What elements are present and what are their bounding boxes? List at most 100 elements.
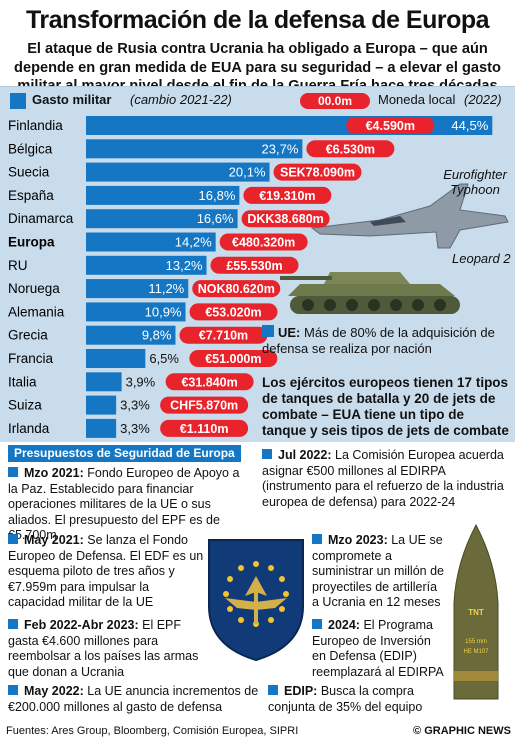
legend-label: Gasto militar [32,92,112,107]
bar-value-label: 23,7% [262,141,299,156]
local-currency-label: €6.530m [326,142,375,156]
note-date: Jul 2022: [278,448,332,462]
bar-value-label: 11,2% [148,281,184,296]
local-currency-pill [243,186,332,204]
notes-title: Presupuestos de Seguridad de Europa [8,445,241,462]
note-body: La UE anuncia incrementos de €200.000 mi… [8,684,259,714]
footer-brand: © GRAPHIC NEWS [413,725,511,737]
artillery-shell-icon: TNT 155 mm HE M107 [453,523,499,700]
local-currency-pill [192,280,281,298]
bar-value-label: 6,5% [149,351,179,366]
emblem-star [223,591,229,597]
fighter-jet-icon [310,183,509,249]
emblem-star [238,565,244,572]
bar-value-label: 44,5% [451,118,488,133]
shell-model-label: HE M107 [463,649,489,655]
bar-value-label: 14,2% [175,235,212,250]
category-label: Finlandia [8,118,63,133]
category-label: Bélgica [8,141,53,156]
bar [86,232,216,252]
note-body: La UE se compromete a suministrar un mil… [312,533,444,609]
local-currency-pill [241,210,330,228]
legend-note: (cambio 2021-22) [130,92,232,107]
note-date: EDIP: [284,684,318,698]
shell-caliber-label: 155 mm [465,639,487,645]
note-2024: 2024: El Programa Europeo de Inversión e… [312,618,447,680]
bar [86,279,189,299]
legend-pill: 00.0m [300,93,370,109]
local-currency-label: CHF5.870m [170,399,238,413]
emblem-star [227,576,234,582]
note-may-2021: May 2021: Se lanza el Fondo Europeo de D… [8,533,208,611]
local-currency-pill [179,326,268,344]
bar [86,418,117,438]
eu-note-text: Más de 80% de la adquisición de defensa … [262,325,495,356]
category-label: Irlanda [8,421,50,436]
local-currency-pill [160,396,249,414]
footer-source: Fuentes: Ares Group, Bloomberg, Comisión… [6,725,299,737]
legend: Gasto militar (cambio 2021-22) 00.0m Mon… [10,90,510,110]
bar-value-label: 9,8% [142,328,172,343]
note-bullet [312,534,322,544]
note-bullet [262,449,272,459]
bar [86,139,303,159]
note-mzo-2021: Mzo 2021: Fondo Europeo de Apoyo a la Pa… [8,466,248,544]
category-label: Grecia [8,328,48,343]
note-bullet [8,467,18,477]
eu-note-prefix: UE: [278,325,301,340]
eu-note-bullet [262,325,274,337]
fighter-label: Eurofighter Typhoon [443,167,507,197]
local-currency-label: €7.710m [199,329,248,343]
note-date: Mzo 2021: [24,466,84,480]
note-date: 2024: [328,618,360,632]
local-currency-label: €480.320m [232,236,295,250]
note-date: Mzo 2023: [328,533,388,547]
note-feb-2022: Feb 2022-Abr 2023: El EPF gasta €4.600 m… [8,618,208,680]
bar-value-label: 3,3% [120,398,150,413]
note-body: Se lanza el Fondo Europeo de Defensa. El… [8,533,204,609]
note-bullet [312,619,322,629]
category-label: Dinamarca [8,211,74,226]
legend-currency: Moneda local [378,92,456,107]
bar [86,372,122,392]
bar [86,162,270,182]
bar [86,255,207,275]
bar [86,302,186,322]
bar-value-label: 3,3% [120,421,150,436]
note-body: La Comisión Europea acuerda asignar €500… [262,448,504,509]
bar [86,325,176,345]
local-currency-label: €31.840m [181,375,237,389]
local-currency-label: €19.310m [259,189,315,203]
note-bullet [8,619,18,629]
category-label: Italia [8,374,37,389]
local-currency-label: €1.110m [180,422,229,436]
bar [86,395,117,415]
local-currency-pill [189,350,278,367]
local-currency-pill [210,256,299,274]
category-label: España [8,188,54,203]
note-date: May 2021: [24,533,84,547]
bar-value-label: 10,9% [145,304,182,319]
bar [86,349,146,368]
local-currency-label: NOK80.620m [198,282,275,296]
header: Transformación de la defensa de Europa E… [0,0,515,104]
note-date: May 2022: [24,684,84,698]
bar-value-label: 20,1% [229,165,266,180]
local-currency-pill [306,140,395,158]
legend-swatch [10,93,26,109]
category-label: Noruega [8,281,60,296]
note-bullet [268,685,278,695]
local-currency-label: €4.590m [366,119,415,133]
bar-value-label: 16,6% [197,211,234,226]
note-body: El Programa Europeo de Inversión en Defe… [312,618,444,679]
category-label: Alemania [8,304,65,319]
emblem-star [238,616,244,623]
local-currency-pill [189,303,278,321]
note-bullet [8,534,18,544]
tank-label: Leopard 2 [452,251,511,266]
local-currency-pill [165,373,254,391]
local-currency-pill [160,419,249,437]
note-may-2022: May 2022: La UE anuncia incrementos de €… [8,684,263,715]
note-jul-2022: Jul 2022: La Comisión Europea acuerda as… [262,448,510,510]
